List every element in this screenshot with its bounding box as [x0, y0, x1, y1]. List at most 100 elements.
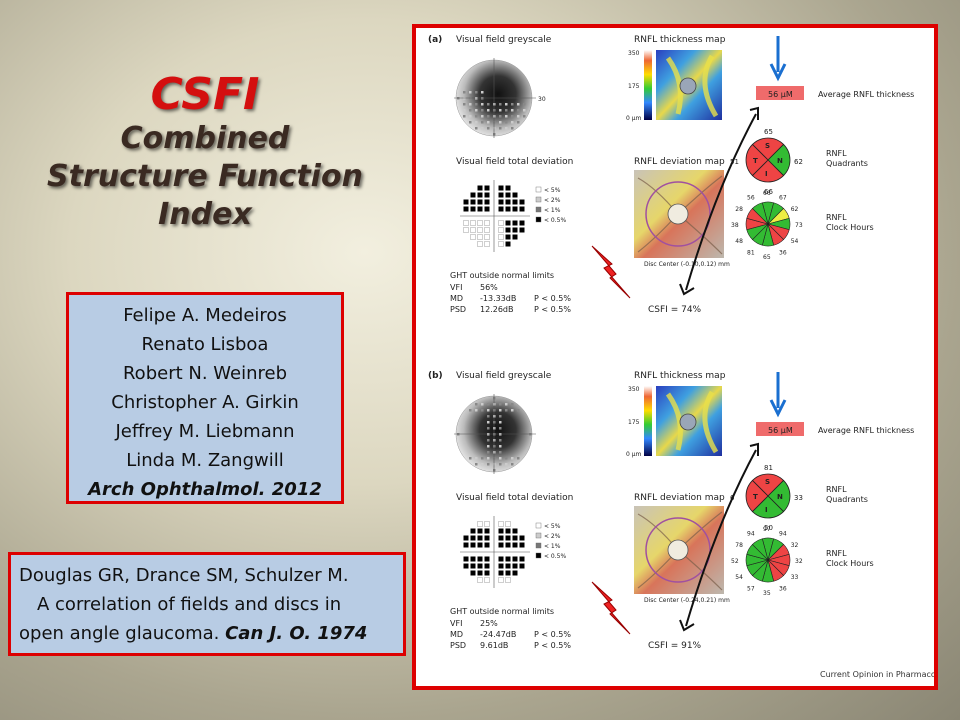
deviation-point: [498, 199, 504, 205]
stat-value: 25%: [480, 619, 498, 628]
structure-function-link: [685, 113, 757, 291]
stat-value: -24.47dB: [480, 630, 516, 639]
rnfl-quadrants-chart: [745, 473, 791, 519]
vf-pixel: [499, 115, 502, 118]
journal-citation: Arch Ophthalmol. 2012: [88, 479, 322, 500]
vf-pixel: [475, 109, 478, 112]
deviation-point: [470, 528, 476, 534]
reference-line: Douglas GR, Drance SM, Schulzer M.: [19, 565, 349, 586]
title-acronym: CSFI: [150, 69, 260, 120]
quadrant-letter: N: [777, 157, 783, 165]
vf-pixel: [511, 127, 514, 130]
deviation-point: [477, 542, 483, 548]
vf-pixel: [499, 445, 502, 448]
quadrant-letter: I: [765, 170, 768, 178]
deviation-point: [519, 535, 525, 541]
disc-center-label: Disc Center (-0.10,0.12) mm: [644, 261, 730, 268]
legend-label: < 5%: [544, 187, 561, 194]
legend-swatch: [535, 216, 542, 223]
vf-pixel: [487, 451, 490, 454]
clock-hour-value: 54: [791, 238, 799, 245]
panel-label: (a): [428, 35, 442, 45]
deviation-point: [512, 535, 518, 541]
legend-label: < 0.5%: [544, 553, 566, 560]
deviation-point: [498, 206, 504, 212]
panel-label: (b): [428, 371, 443, 381]
deviation-point: [512, 528, 518, 534]
vf-pixel: [511, 109, 514, 112]
vf-pixel: [517, 115, 520, 118]
deviation-point: [470, 535, 476, 541]
deviation-point: [477, 199, 483, 205]
vf-pixel: [499, 421, 502, 424]
deviation-point: [463, 542, 469, 548]
deviation-point: [484, 528, 490, 534]
reference-box: Douglas GR, Drance SM, Schulzer M. A cor…: [8, 552, 406, 656]
deviation-point: [498, 535, 504, 541]
stat-value: 12.26dB: [480, 305, 513, 314]
disc-center-label: Disc Center (-0.24,0.21) mm: [644, 597, 730, 604]
vf-pixel: [511, 115, 514, 118]
vf-pixel: [499, 427, 502, 430]
measurement-circle: [645, 517, 711, 583]
vf-total-deviation-title: Visual field total deviation: [456, 493, 573, 503]
rnfl-bundle: [665, 54, 719, 118]
vf-pixel: [487, 409, 490, 412]
clock-hour-value: 32: [795, 558, 803, 565]
vf-degree-marker: 30: [538, 96, 546, 103]
deviation-point: [519, 556, 525, 562]
vf-pixel: [505, 463, 508, 466]
deviation-disc: [667, 539, 689, 561]
vf-pixel: [499, 457, 502, 460]
deviation-point: [484, 521, 490, 527]
figure-credit: Current Opinion in Pharmacology: [820, 670, 934, 679]
deviation-point: [477, 563, 483, 569]
deviation-point: [477, 220, 483, 226]
deviation-legend: < 5% < 2% < 1% < 0.5%: [535, 522, 566, 560]
authors-box: Felipe A. Medeiros Renato Lisboa Robert …: [66, 292, 344, 504]
deviation-point: [519, 227, 525, 233]
deviation-point: [505, 556, 511, 562]
deviation-point: [470, 227, 476, 233]
author-name: Felipe A. Medeiros: [123, 305, 287, 326]
stat-name: PSD: [450, 641, 466, 650]
legend-swatch: [535, 196, 542, 203]
vf-pixel: [487, 403, 490, 406]
deviation-point: [477, 234, 483, 240]
csfi-value: CSFI = 74%: [648, 305, 702, 315]
clock-hour-value: 65: [763, 254, 771, 261]
title-line-combined: Combined: [120, 121, 290, 156]
clock-hour-value: 67: [779, 194, 787, 201]
clock-hour-value: 32: [791, 542, 799, 549]
deviation-point: [477, 521, 483, 527]
deviation-point: [519, 563, 525, 569]
rnfl-quadrants-chart: [745, 137, 791, 183]
deviation-point: [505, 220, 511, 226]
deviation-point: [484, 199, 490, 205]
vf-pixel: [511, 403, 514, 406]
link-arrow-head: [749, 106, 759, 120]
deviation-point: [505, 542, 511, 548]
deviation-point: [519, 220, 525, 226]
deviation-point: [519, 206, 525, 212]
deviation-point: [470, 199, 476, 205]
quadrant-value: 51: [730, 158, 739, 166]
quadrants-title: RNFL: [826, 485, 847, 494]
deviation-point: [463, 556, 469, 562]
deviation-point: [498, 563, 504, 569]
clock-hour-value: 38: [731, 222, 739, 229]
vf-pixel: [487, 109, 490, 112]
vf-pixel: [517, 103, 520, 106]
vf-pixel: [463, 109, 466, 112]
vf-pixel: [523, 103, 526, 106]
deviation-point: [484, 192, 490, 198]
vf-pixel: [475, 457, 478, 460]
link-arrow-tail: [679, 619, 695, 632]
deviation-point: [498, 570, 504, 576]
vf-pixel: [511, 103, 514, 106]
deviation-point: [463, 199, 469, 205]
vf-pixel: [505, 103, 508, 106]
vf-pixel: [487, 427, 490, 430]
deviation-point: [512, 199, 518, 205]
link-arrow-tail: [679, 283, 695, 296]
